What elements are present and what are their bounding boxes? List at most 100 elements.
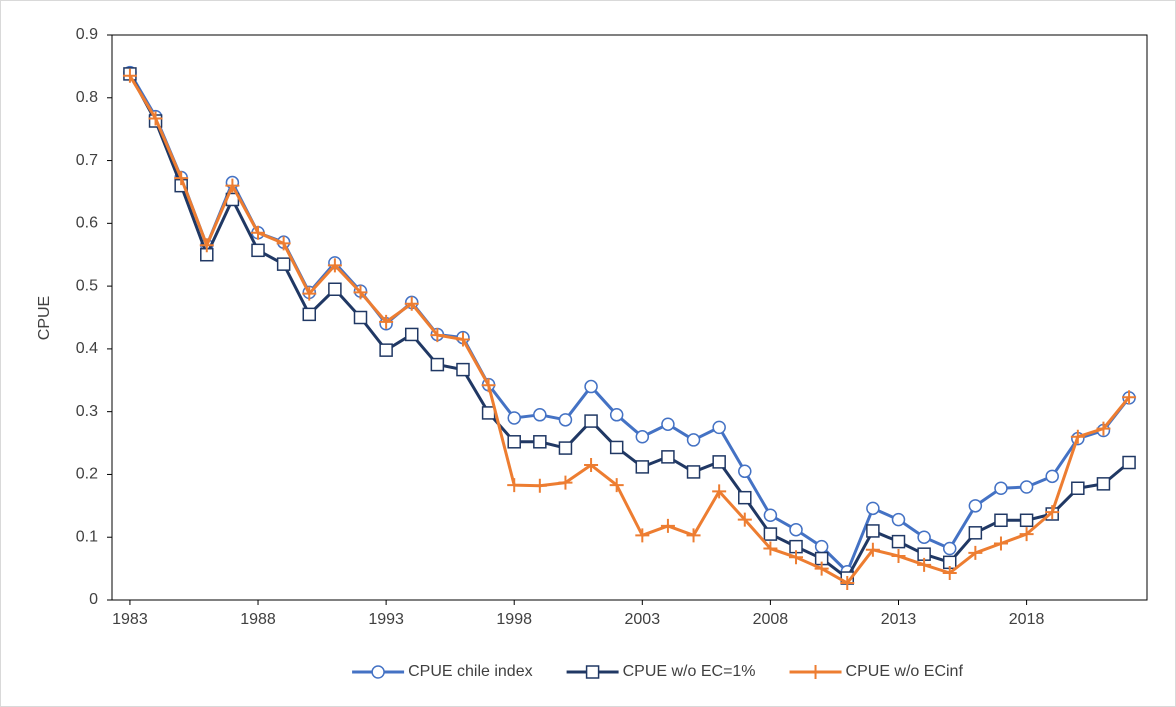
y-tick-label: 0.6 — [76, 215, 98, 232]
data-point — [993, 536, 1008, 551]
data-point — [584, 414, 598, 428]
data-point — [891, 534, 906, 549]
data-point — [660, 518, 675, 533]
series-line — [128, 73, 1131, 580]
data-point — [404, 327, 419, 342]
x-tick-label: 2008 — [753, 611, 789, 628]
data-point — [994, 481, 1008, 496]
legend-marker — [585, 665, 600, 679]
y-tick-label: 0.9 — [76, 26, 98, 43]
data-point — [840, 576, 855, 591]
data-point — [1071, 481, 1085, 496]
data-point — [763, 541, 778, 556]
data-point — [942, 541, 957, 556]
legend-marker — [371, 665, 385, 679]
data-point — [635, 460, 650, 474]
data-point — [584, 458, 599, 473]
data-point — [712, 484, 727, 499]
data-point — [686, 433, 701, 447]
data-point — [328, 282, 342, 296]
data-point — [1019, 527, 1034, 542]
data-point — [251, 225, 266, 240]
legend: CPUE chile index CPUE w/o EC=1% CPUE w/o E… — [352, 663, 963, 680]
y-tick-label: 0.3 — [76, 403, 98, 420]
data-point — [1045, 505, 1060, 520]
y-axis-label: CPUE — [36, 296, 53, 340]
data-point — [327, 258, 342, 273]
data-point — [148, 111, 163, 126]
data-point — [661, 417, 675, 431]
data-point — [455, 332, 470, 347]
y-tick-label: 0.2 — [76, 466, 98, 483]
data-point — [532, 478, 547, 493]
data-point — [533, 435, 547, 449]
y-tick-label: 0.5 — [76, 277, 98, 294]
x-tick-label: 1983 — [112, 611, 148, 628]
data-point — [199, 238, 214, 253]
data-point — [1096, 477, 1111, 491]
data-point — [686, 528, 701, 543]
data-point — [866, 501, 880, 516]
data-point — [789, 550, 804, 565]
x-tick-label: 1988 — [240, 611, 276, 628]
data-point — [456, 362, 470, 377]
data-point — [865, 542, 880, 557]
data-point — [942, 566, 957, 581]
data-point — [763, 527, 778, 541]
x-tick-label: 2013 — [881, 611, 917, 628]
data-point — [968, 526, 983, 540]
data-point — [968, 545, 983, 560]
data-point — [430, 357, 445, 372]
x-tick-label: 2018 — [1009, 611, 1045, 628]
data-point — [353, 285, 368, 300]
data-point — [507, 478, 522, 493]
y-tick-label: 0.4 — [76, 340, 98, 357]
data-point — [763, 508, 778, 522]
data-point — [404, 296, 419, 311]
y-tick-label: 0.1 — [76, 528, 98, 545]
data-point — [1096, 421, 1111, 436]
data-point — [481, 406, 496, 420]
data-point — [917, 557, 932, 572]
data-point — [430, 328, 445, 343]
data-point — [174, 171, 189, 186]
x-tick-label: 1998 — [496, 611, 532, 628]
data-point — [737, 512, 752, 527]
data-point — [353, 310, 368, 325]
data-point — [481, 378, 496, 393]
data-point — [1122, 390, 1137, 405]
data-point — [584, 379, 598, 394]
y-tick-label: 0 — [89, 591, 98, 608]
data-point — [738, 464, 752, 479]
data-point — [122, 68, 137, 83]
data-point — [994, 513, 1008, 528]
data-point — [917, 530, 931, 544]
y-tick-label: 0.7 — [76, 152, 98, 169]
data-point — [891, 512, 906, 527]
data-point — [968, 499, 983, 513]
data-point — [533, 408, 547, 422]
data-point — [379, 314, 394, 329]
data-point — [302, 286, 317, 301]
data-point — [738, 490, 752, 505]
data-point — [276, 236, 291, 251]
data-point — [1122, 455, 1136, 470]
data-point — [686, 465, 701, 479]
data-point — [251, 243, 265, 258]
data-point — [661, 450, 675, 464]
data-point — [609, 478, 624, 493]
data-point — [609, 440, 624, 455]
legend-label: CPUE chile index — [408, 663, 533, 680]
plot-frame — [111, 34, 1148, 601]
y-tick-label: 0.8 — [76, 89, 98, 106]
legend-label: CPUE w/o EC=1% — [623, 663, 756, 680]
data-point — [712, 455, 726, 469]
x-tick-label: 1993 — [368, 611, 404, 628]
data-point — [558, 413, 573, 427]
data-point — [635, 430, 650, 444]
data-point — [891, 549, 906, 564]
x-tick-label: 2003 — [625, 611, 661, 628]
